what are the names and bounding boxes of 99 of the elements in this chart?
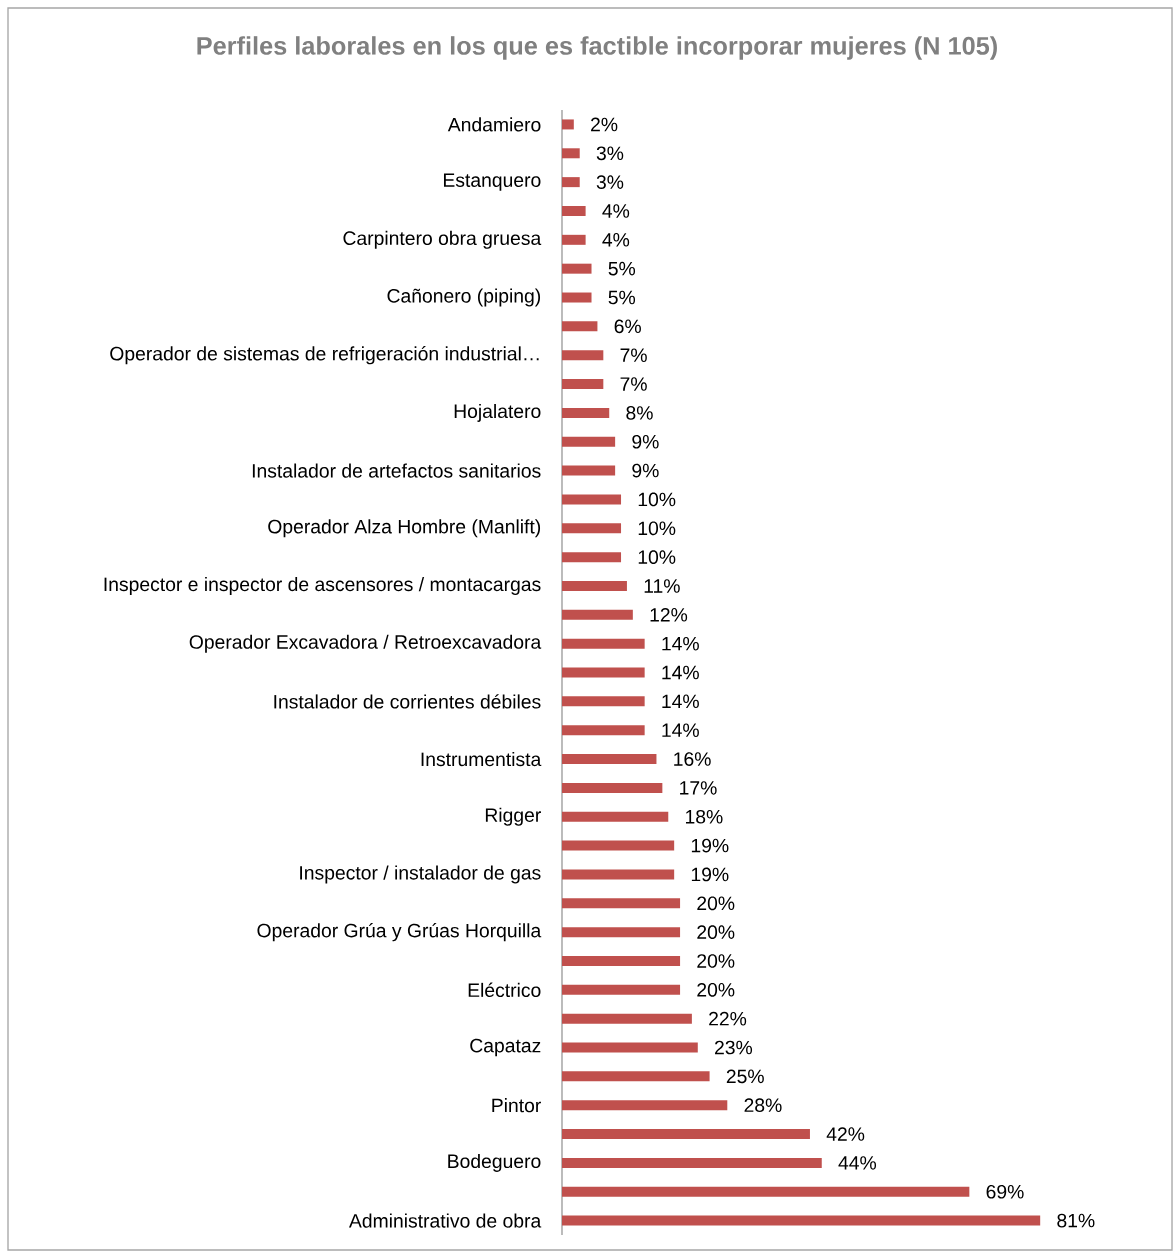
data-label: 3% [596,146,624,161]
data-label: 4% [602,204,630,218]
bar [562,1071,710,1082]
y-tick-label: Administrativo de obra [348,1213,542,1228]
y-tick-label: Inspector / instalador de gas [300,865,541,884]
data-label: 44% [838,1156,877,1170]
bar [562,1215,1041,1226]
data-label: 20% [697,954,735,968]
data-label: 18% [685,809,723,824]
data-label: 20% [697,982,735,997]
y-tick-label: Pintor [492,1098,541,1113]
data-label: 25% [726,1069,764,1084]
bar [562,148,580,159]
data-label: 2% [591,117,618,132]
data-label: 20% [697,896,735,911]
bar [562,580,627,591]
data-label: 28% [744,1098,782,1113]
bar [562,321,598,332]
data-label: 7% [620,377,647,391]
y-tick-label: Andamiero [447,117,541,132]
y-tick-label: Operador Excavadora / Retroexcavadora [189,634,542,653]
bar [562,119,574,130]
bar [562,609,633,620]
bar [562,379,604,390]
y-tick-label: Cañonero (piping) [387,288,541,307]
data-label: 6% [614,319,641,334]
data-label: 4% [602,233,630,247]
data-label: 7% [620,348,647,362]
bar [562,638,645,649]
y-tick-label: Rigger [485,807,541,826]
bar [562,465,616,476]
y-tick-label: Instalador de corrientes débiles [274,694,541,709]
bar [562,1042,698,1053]
bar [562,1100,728,1111]
data-label: 14% [662,723,699,737]
data-label: 19% [691,867,729,882]
data-label: 81% [1057,1213,1095,1228]
data-label: 3% [596,175,624,189]
bar [562,350,604,361]
bar [562,667,645,678]
y-tick-label: Carpintero obra gruesa [343,230,542,249]
y-tick-label: Bodeguero [448,1153,541,1172]
bar [562,725,645,736]
y-tick-label: Operador Alza Hombre (Manlift) [268,519,541,538]
bar [562,927,681,938]
bar [562,1013,692,1024]
bar [562,523,622,534]
y-tick-label: Operador de sistemas de refrigeración industrial… [110,346,539,365]
bar [562,840,675,851]
bar [562,696,645,707]
data-label: 69% [986,1184,1024,1199]
data-label: 17% [680,781,717,795]
y-tick-label: Inspector e inspector de ascensores / montacargas [104,576,541,595]
bar [562,234,586,245]
bar [562,898,681,909]
bar [562,177,580,188]
y-tick-label: Instalador de artefactos sanitarios [252,463,541,478]
y-tick-label: Operador Grúa y Grúas Horquilla [257,923,542,942]
bar [562,552,622,563]
bar [562,292,592,303]
data-label: 5% [608,261,636,276]
y-tick-label: Estanquero [443,173,541,191]
bar [562,984,681,995]
data-label: 10% [638,550,676,564]
data-label: 9% [632,434,659,449]
data-label: 19% [691,838,729,853]
data-label: 10% [638,521,676,536]
bar [562,1129,810,1140]
data-label: 23% [715,1040,753,1055]
bar [562,811,669,822]
data-label: 20% [697,925,735,939]
bar [562,754,657,765]
data-label: 42% [826,1127,865,1141]
y-tick-label: Eléctrico [468,982,541,998]
bar [562,263,592,274]
bar [562,1157,822,1168]
bar [562,205,586,216]
data-label: 14% [662,636,699,651]
chart-title: Perfiles laborales en los que es factible incorporar mujeres (N 105) [197,36,997,60]
bar [562,869,675,880]
data-label: 8% [626,406,653,420]
y-tick-label: Capataz [470,1038,541,1057]
data-label: 10% [638,492,676,507]
bar [562,955,681,966]
data-label: 12% [650,608,688,622]
data-label: 14% [662,694,699,709]
bar [562,1186,970,1197]
data-label: 14% [662,665,699,680]
data-label: 9% [632,463,659,478]
y-tick-label: Instrumentista [421,751,542,767]
data-label: 5% [608,290,636,305]
bar [562,436,616,447]
data-label: 11% [644,579,680,593]
data-label: 22% [709,1011,747,1026]
bar [562,494,622,505]
bar [562,782,663,793]
bar [562,407,610,418]
data-label: 16% [674,752,711,766]
y-tick-label: Hojalatero [454,403,541,422]
